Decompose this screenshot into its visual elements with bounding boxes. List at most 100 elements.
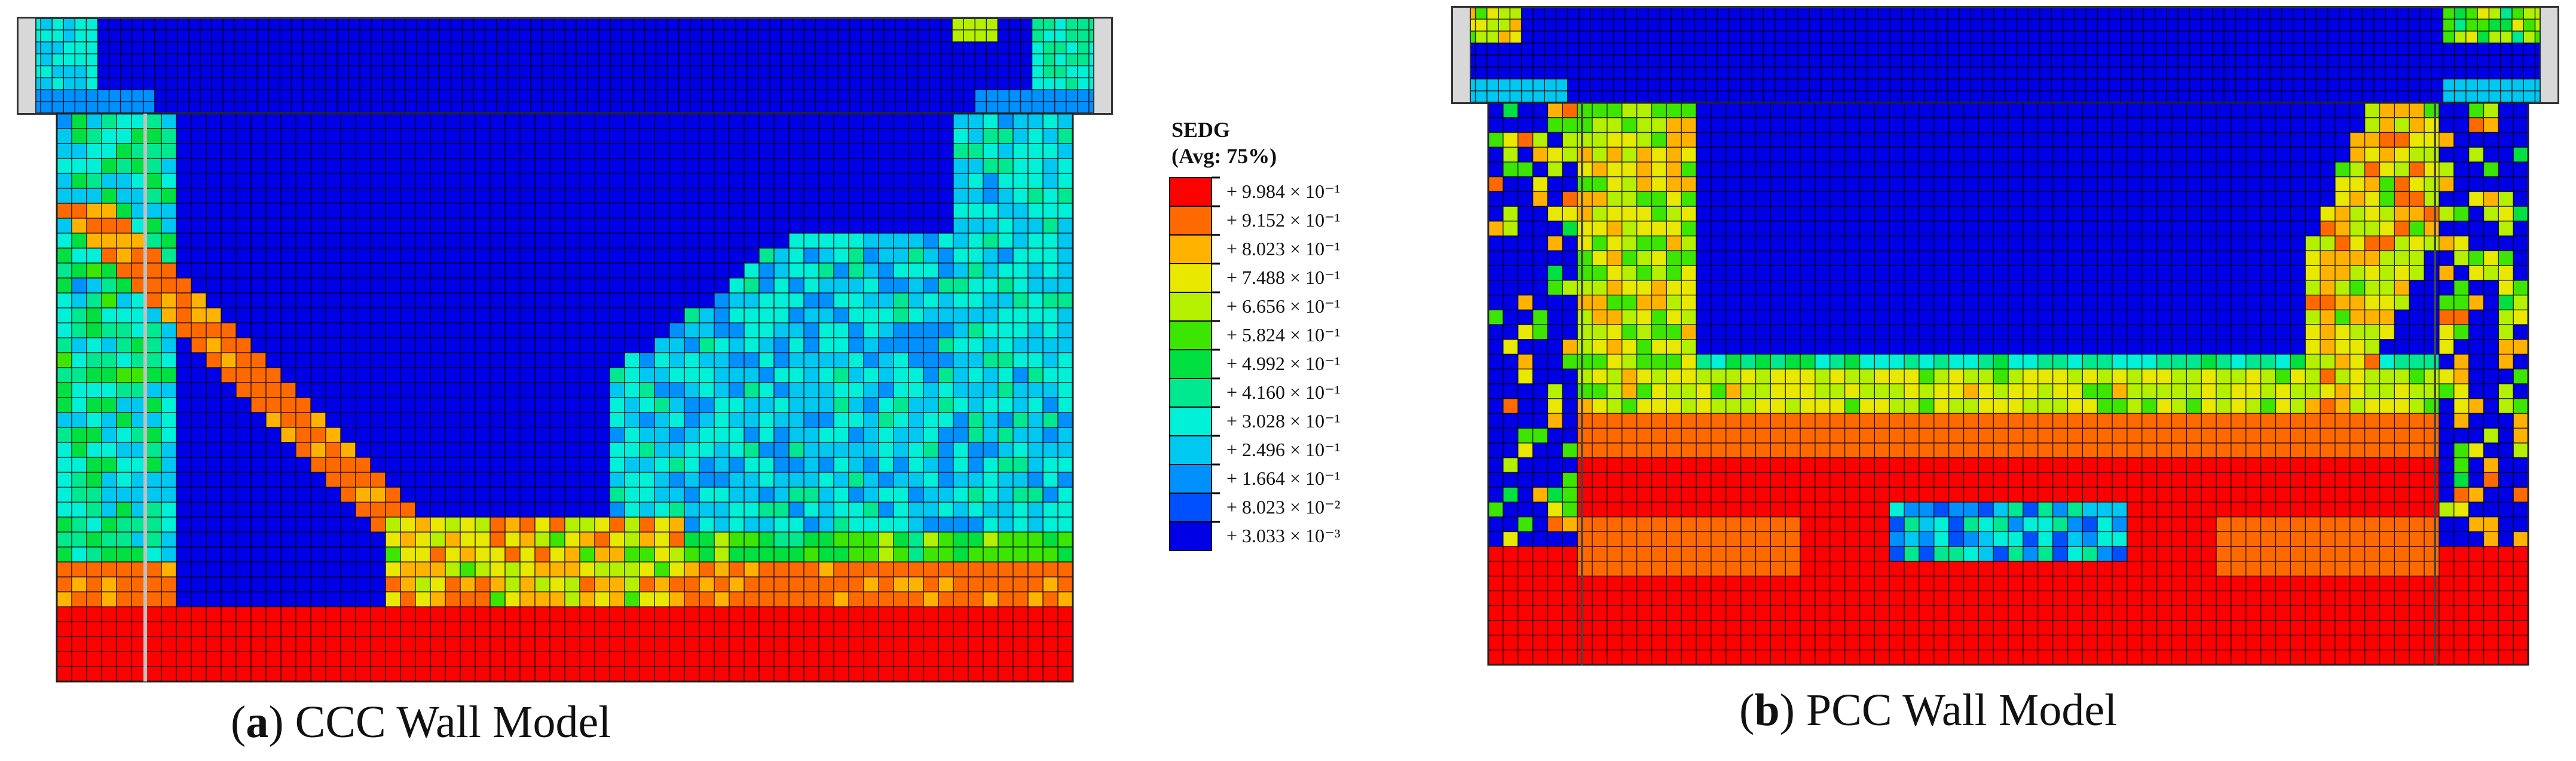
pcc-beam-cell (2131, 55, 2144, 68)
ccc-beam-cell (781, 54, 793, 66)
pcc-beam-cell (2408, 79, 2421, 91)
ccc-wall-cell (759, 607, 775, 622)
ccc-wall-cell (356, 487, 371, 503)
pcc-beam-cell (1694, 7, 1706, 20)
pcc-beam-cell (1832, 31, 1844, 44)
ccc-wall-cell (894, 517, 909, 533)
pcc-beam-cell (2131, 67, 2144, 80)
ccc-wall-cell (834, 592, 849, 607)
ccc-wall-cell (684, 143, 700, 159)
ccc-wall-cell (565, 323, 580, 338)
pcc-wall-cell (2335, 236, 2351, 251)
ccc-wall-cell (789, 368, 804, 383)
ccc-wall-cell (580, 143, 595, 159)
ccc-wall-cell (146, 652, 162, 667)
ccc-beam-cell (599, 102, 611, 114)
pcc-wall-cell (1963, 250, 1979, 266)
pcc-beam-cell (2489, 43, 2501, 56)
pcc-beam-cell (2074, 7, 2087, 20)
ccc-wall-cell (1043, 338, 1058, 353)
ccc-wall-cell (550, 562, 565, 577)
pcc-beam-cell (1682, 43, 1695, 56)
pcc-wall-cell (1933, 176, 1950, 192)
pcc-beam-cell (1498, 67, 1510, 80)
ccc-beam-cell (667, 30, 680, 42)
ccc-wall-cell (296, 652, 311, 667)
pcc-beam-cell (1786, 19, 1798, 32)
pcc-wall-cell (2424, 236, 2440, 251)
pcc-beam-cell (1786, 31, 1798, 44)
pcc-wall-cell (1948, 221, 1965, 237)
ccc-wall-cell (669, 129, 685, 144)
pcc-beam-cell (2143, 67, 2156, 80)
ccc-beam-cell (633, 102, 645, 114)
pcc-wall-cell (1815, 206, 1831, 222)
ccc-wall-cell (445, 278, 461, 294)
ccc-beam-cell (268, 102, 281, 114)
pcc-beam-cell (1694, 67, 1706, 80)
ccc-wall-cell (386, 173, 401, 189)
ccc-wall-cell (251, 188, 267, 204)
pcc-beam-cell (2305, 91, 2317, 103)
pcc-wall-cell (1503, 132, 1519, 148)
ccc-wall-cell (1058, 427, 1073, 443)
ccc-wall-cell (1028, 412, 1044, 428)
ccc-wall-cell (161, 278, 177, 294)
ccc-wall-cell (281, 203, 296, 219)
ccc-wall-cell (610, 607, 625, 622)
ccc-wall-cell (834, 248, 849, 264)
pcc-wall-cell (1859, 147, 1875, 163)
pcc-wall-cell (1933, 132, 1950, 148)
pcc-beam-cell (2489, 19, 2501, 32)
pcc-wall-cell (2379, 132, 2395, 148)
pcc-beam-cell (2293, 67, 2305, 80)
ccc-wall-cell (326, 158, 341, 174)
pcc-wall-cell (2275, 103, 2291, 118)
ccc-wall-cell (326, 338, 341, 353)
pcc-wall-cell (2171, 265, 2187, 281)
ccc-wall-cell (953, 383, 969, 398)
pcc-wall-cell (1740, 265, 1757, 281)
ccc-wall-cell (654, 427, 670, 443)
ccc-beam-cell (770, 54, 782, 66)
pcc-wall-cell (1740, 161, 1757, 178)
pcc-wall-cell (1592, 265, 1608, 281)
ccc-wall-cell (475, 442, 491, 458)
pcc-beam-cell (2339, 31, 2351, 44)
ccc-wall-cell (789, 293, 804, 308)
ccc-wall-cell (371, 607, 386, 622)
ccc-wall-cell (819, 129, 834, 144)
ccc-wall-cell (206, 158, 222, 174)
ccc-wall-cell (819, 652, 834, 667)
ccc-beam-cell (1009, 30, 1021, 42)
pcc-wall-cell (1607, 250, 1623, 266)
ccc-beam-cell (507, 54, 520, 66)
ccc-wall-cell (1058, 188, 1073, 204)
ccc-beam-cell (838, 66, 850, 78)
ccc-beam-cell (371, 78, 383, 90)
ccc-wall-cell (1058, 308, 1073, 323)
pcc-beam-cell (1752, 43, 1764, 56)
ccc-wall-cell (206, 114, 222, 129)
ccc-wall-cell (356, 427, 371, 443)
pcc-beam-cell (1821, 7, 1833, 20)
ccc-beam-cell (451, 30, 463, 42)
ccc-wall-cell (834, 502, 849, 518)
ccc-wall-cell (341, 323, 356, 338)
ccc-wall-cell (669, 233, 685, 249)
ccc-beam-cell (678, 42, 691, 54)
pcc-beam-cell (2408, 31, 2421, 44)
pcc-beam-cell (1671, 91, 1684, 103)
pcc-wall-cell (2320, 250, 2336, 266)
ccc-wall-cell (610, 323, 625, 338)
ccc-wall-cell (341, 532, 356, 548)
ccc-wall-cell (341, 637, 356, 652)
ccc-wall-cell (819, 427, 834, 443)
ccc-wall-cell (834, 129, 849, 144)
ccc-wall-cell (1058, 143, 1073, 159)
pcc-beam-cell (2373, 55, 2386, 68)
pcc-wall-cell (2008, 250, 2024, 266)
ccc-wall-cell (834, 203, 849, 219)
ccc-wall-cell (57, 398, 72, 413)
ccc-wall-cell (206, 547, 222, 563)
